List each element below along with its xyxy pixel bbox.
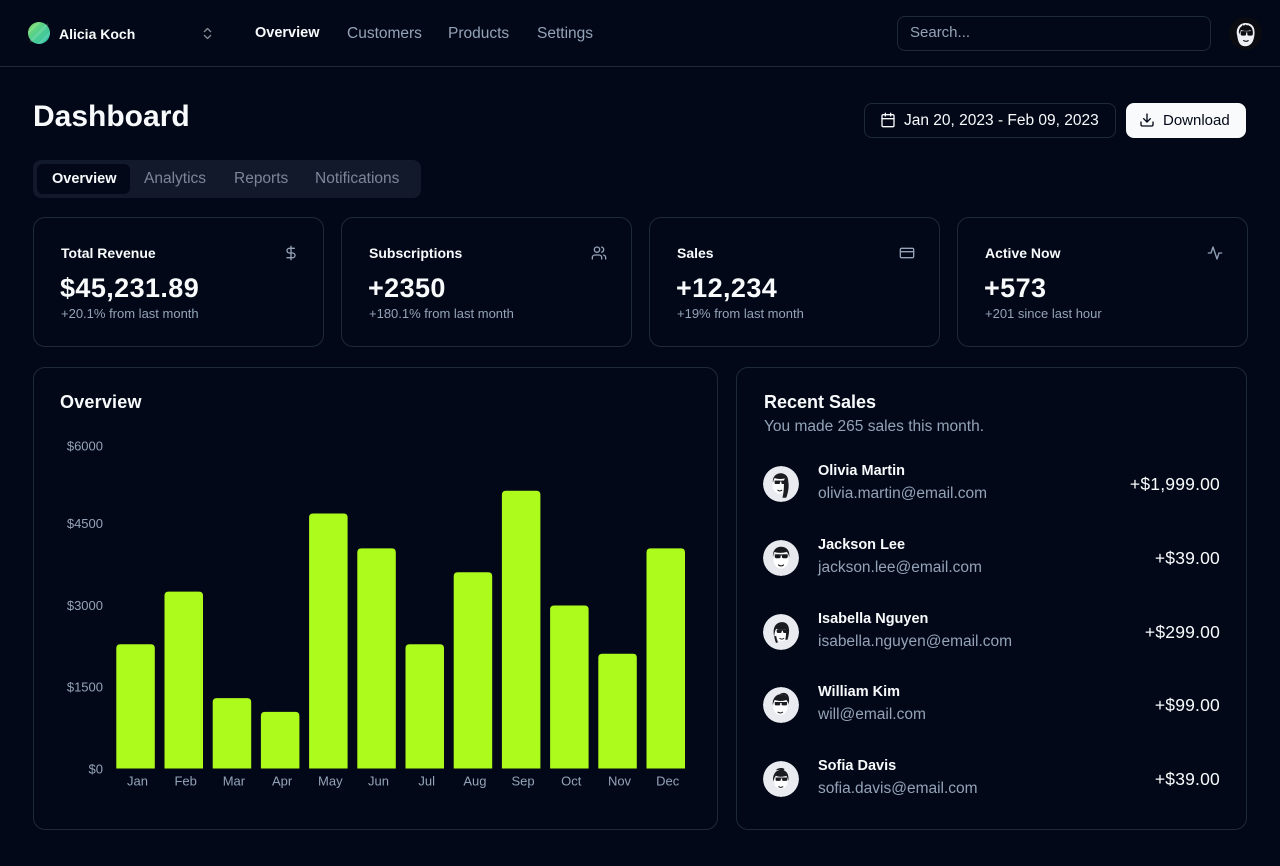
svg-text:Aug: Aug (463, 774, 486, 789)
svg-text:Jan: Jan (127, 774, 148, 789)
svg-text:Oct: Oct (561, 774, 582, 789)
svg-text:$1500: $1500 (67, 680, 103, 695)
svg-text:May: May (318, 774, 343, 789)
svg-text:$6000: $6000 (67, 439, 103, 454)
svg-text:Apr: Apr (272, 774, 293, 789)
svg-text:Jul: Jul (418, 774, 435, 789)
svg-text:Feb: Feb (174, 774, 196, 789)
svg-text:$0: $0 (89, 762, 103, 777)
svg-text:$3000: $3000 (67, 598, 103, 613)
svg-text:Sep: Sep (512, 774, 535, 789)
svg-text:Dec: Dec (656, 774, 680, 789)
svg-text:Nov: Nov (608, 774, 632, 789)
svg-text:$4500: $4500 (67, 516, 103, 531)
svg-text:Jun: Jun (368, 774, 389, 789)
svg-text:Mar: Mar (223, 774, 246, 789)
